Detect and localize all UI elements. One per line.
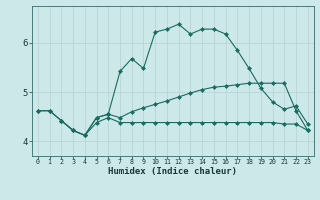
X-axis label: Humidex (Indice chaleur): Humidex (Indice chaleur) — [108, 167, 237, 176]
